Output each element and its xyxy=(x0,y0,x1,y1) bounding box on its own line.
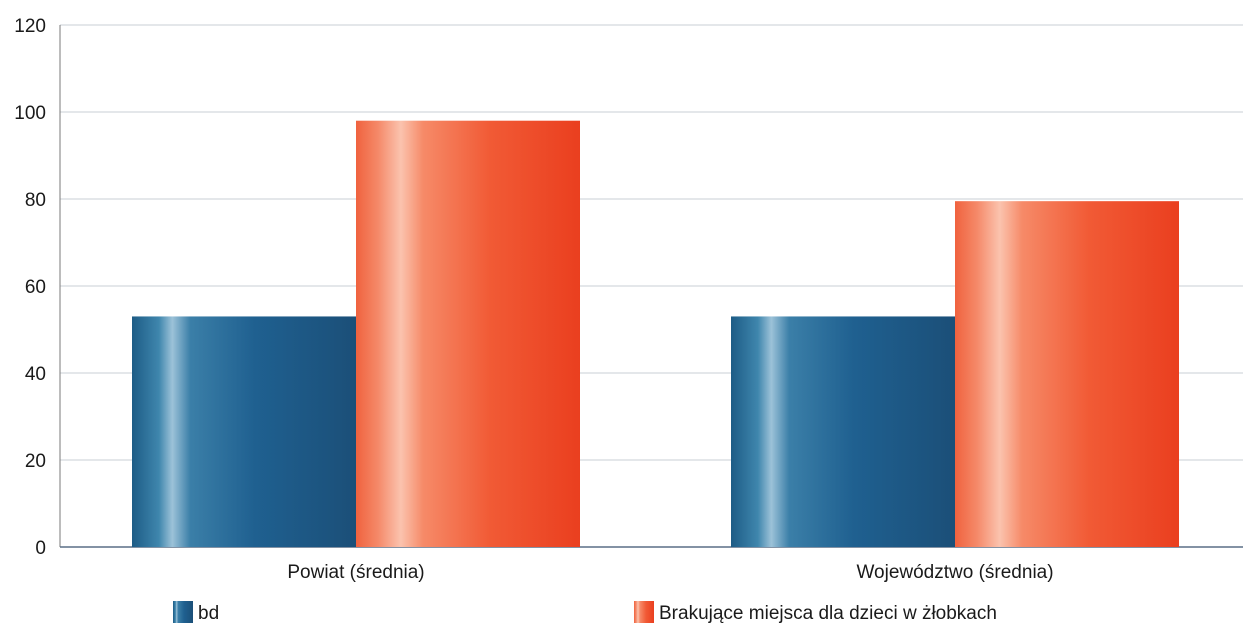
bar-brakujace-miejsca-powiat xyxy=(356,120,580,547)
y-tick-label: 40 xyxy=(25,364,46,385)
y-tick-label: 80 xyxy=(25,190,46,211)
bars xyxy=(132,120,1179,548)
bar-bd-wojewodztwo xyxy=(731,316,955,547)
legend: bd Brakujące miejsca dla dzieci w żłobkac… xyxy=(173,601,997,624)
legend-label: Brakujące miejsca dla dzieci w żłobkach xyxy=(659,603,997,624)
x-category-label: Województwo (średnia) xyxy=(856,562,1053,583)
y-tick-label: 100 xyxy=(14,103,46,124)
y-tick-label: 0 xyxy=(35,538,46,559)
labels: 0 20 40 60 80 100 120 Powiat (średnia) Województ… xyxy=(14,16,1053,583)
legend-swatch xyxy=(173,601,193,623)
y-tick-label: 60 xyxy=(25,277,46,298)
legend-label: bd xyxy=(198,603,219,624)
x-category-label: Powiat (średnia) xyxy=(287,562,424,583)
y-tick-label: 120 xyxy=(14,16,46,37)
y-tick-label: 20 xyxy=(25,451,46,472)
bar-bd-powiat xyxy=(132,316,356,547)
bar-brakujace-miejsca-wojewodztwo xyxy=(955,201,1179,548)
legend-swatch xyxy=(634,601,654,623)
